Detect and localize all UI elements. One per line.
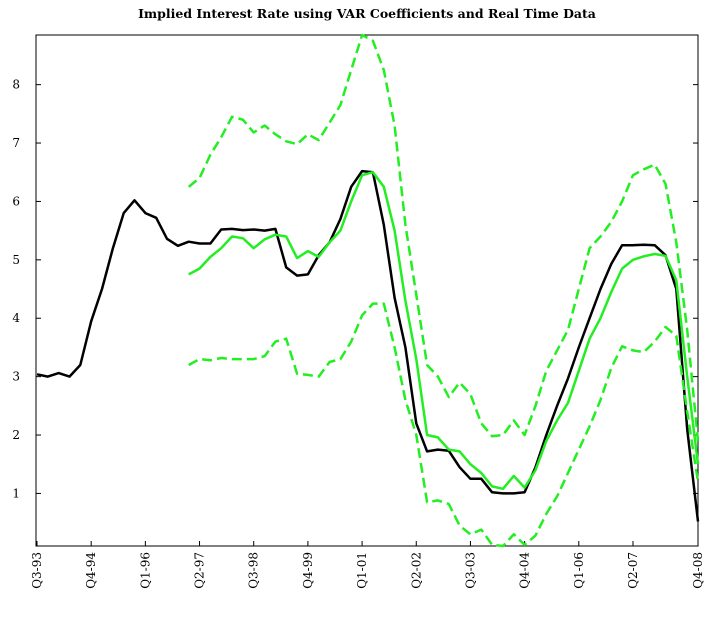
- x-tick-label: Q3-98: [247, 552, 261, 589]
- series-line: [188, 170, 700, 491]
- x-tick-label: Q2-97: [193, 552, 207, 589]
- y-tick-label: 8: [12, 78, 20, 92]
- chart-title: Implied Interest Rate using VAR Coeffici…: [138, 6, 596, 21]
- x-tick-label: Q3-03: [463, 552, 477, 589]
- x-tick-label: Q4-94: [84, 552, 98, 589]
- x-tick-label: Q4-04: [518, 552, 532, 589]
- x-tick-label: Q2-07: [626, 552, 640, 589]
- x-tick-label: Q1-06: [572, 552, 586, 589]
- y-tick-label: 6: [12, 194, 20, 208]
- y-tick-label: 5: [12, 253, 20, 267]
- y-tick-label: 2: [12, 428, 20, 442]
- x-tick-label: Q4-99: [301, 552, 315, 589]
- x-tick-label: Q3-93: [30, 552, 44, 589]
- y-tick-label: 1: [12, 486, 20, 500]
- x-tick-label: Q4-08: [691, 552, 705, 589]
- series-line: [36, 169, 700, 522]
- series-line: [187, 33, 700, 442]
- plot-frame: [35, 34, 699, 547]
- x-tick-label: Q1-96: [138, 552, 152, 589]
- x-tick-label: Q1-01: [355, 552, 369, 589]
- x-tick-label: Q2-02: [409, 552, 423, 589]
- y-tick-label: 4: [12, 311, 20, 325]
- series-line: [188, 302, 700, 548]
- y-tick-label: 7: [12, 136, 20, 150]
- y-tick-label: 3: [12, 370, 20, 384]
